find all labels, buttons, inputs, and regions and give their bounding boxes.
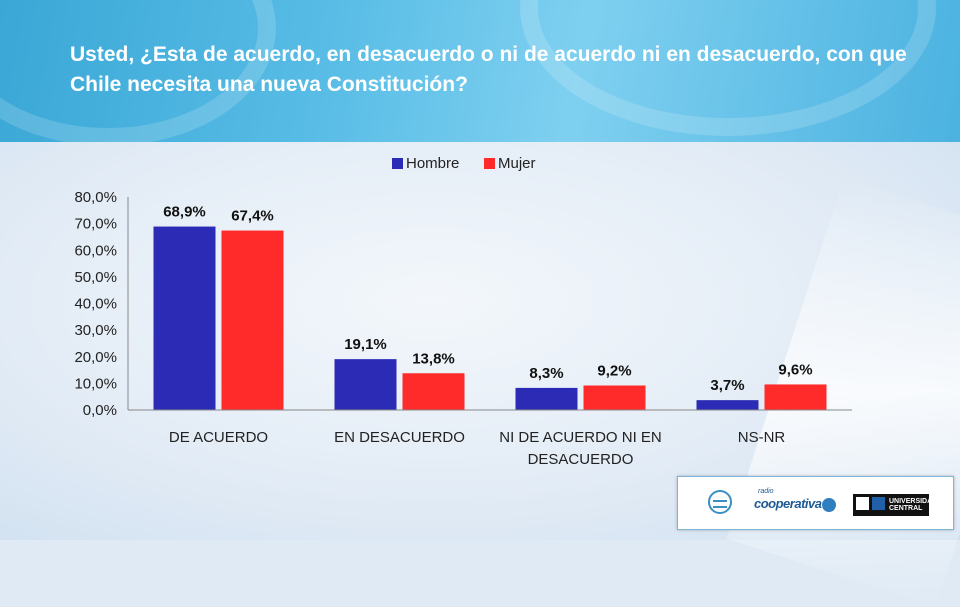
bar-chart: Hombre Mujer 0,0% 10,0% 20,0% 30,0% 40,0% 50,0… bbox=[74, 155, 852, 468]
page-title: Usted, ¿Esta de acuerdo, en desacuerdo o… bbox=[70, 43, 907, 96]
y-tick-label: 40,0% bbox=[74, 296, 117, 313]
bar-value-label: 67,4% bbox=[231, 208, 274, 225]
x-category-label: NI DE ACUERDO NI EN bbox=[499, 429, 662, 446]
x-category-label: DE ACUERDO bbox=[169, 429, 268, 446]
ucentral-emblem-icon bbox=[856, 497, 869, 510]
bar-value-label: 68,9% bbox=[163, 204, 206, 221]
legend-label-hombre: Hombre bbox=[406, 155, 459, 172]
y-tick-label: 60,0% bbox=[74, 242, 117, 259]
y-tick-label: 0,0% bbox=[83, 402, 117, 419]
ucentral-logo-text: UNIVERSIDAD CENTRAL bbox=[889, 498, 938, 512]
bar-mujer bbox=[583, 385, 646, 410]
ucentral-logo: UNIVERSIDAD CENTRAL bbox=[853, 494, 937, 516]
bar-mujer bbox=[764, 384, 827, 410]
cooperativa-logo: radio cooperativa bbox=[754, 488, 844, 518]
y-tick-label: 50,0% bbox=[74, 269, 117, 286]
y-tick-label: 30,0% bbox=[74, 322, 117, 339]
bar-hombre bbox=[153, 226, 216, 410]
bar-value-label: 13,8% bbox=[412, 350, 455, 367]
bar-value-label: 9,6% bbox=[778, 361, 812, 378]
y-tick-label: 80,0% bbox=[74, 189, 117, 206]
bar-value-label: 8,3% bbox=[529, 365, 563, 382]
bar-mujer bbox=[221, 230, 284, 410]
bar-hombre bbox=[334, 359, 397, 410]
bar-hombre bbox=[515, 387, 578, 410]
bar-mujer bbox=[402, 373, 465, 410]
cooperativa-logo-small-text: radio bbox=[758, 488, 774, 495]
header-banner: Usted, ¿Esta de acuerdo, en desacuerdo o… bbox=[0, 0, 960, 142]
x-category-label: EN DESACUERDO bbox=[334, 429, 465, 446]
sponsor-logos: radio cooperativa UNIVERSIDAD CENTRAL bbox=[677, 476, 954, 530]
cooperativa-logo-text: cooperativa bbox=[754, 496, 822, 511]
ucentral-emblem-icon bbox=[872, 497, 885, 510]
x-axis: DE ACUERDO EN DESACUERDO NI DE ACUERDO NI … bbox=[128, 409, 852, 468]
chart-legend: Hombre Mujer bbox=[392, 155, 536, 172]
bar-value-label: 3,7% bbox=[710, 377, 744, 394]
cooperativa-swoosh-icon bbox=[822, 498, 836, 512]
legend-swatch-mujer bbox=[484, 158, 495, 169]
bar-value-label: 9,2% bbox=[597, 363, 631, 380]
y-tick-label: 70,0% bbox=[74, 216, 117, 233]
y-axis: 0,0% 10,0% 20,0% 30,0% 40,0% 50,0% 60,0% 70,0% 8… bbox=[74, 189, 129, 419]
bar-hombre bbox=[696, 400, 759, 410]
x-category-label: NS-NR bbox=[738, 429, 786, 446]
bar-value-label: 19,1% bbox=[344, 336, 387, 353]
x-category-label: DESACUERDO bbox=[528, 451, 634, 468]
bars: 68,9% 67,4% 19,1% 13,8% 8,3% 9,2% 3,7% 9,6% bbox=[153, 204, 827, 410]
globe-logo-icon bbox=[708, 490, 732, 514]
y-tick-label: 10,0% bbox=[74, 375, 117, 392]
legend-label-mujer: Mujer bbox=[498, 155, 536, 172]
y-tick-label: 20,0% bbox=[74, 349, 117, 366]
legend-swatch-hombre bbox=[392, 158, 403, 169]
